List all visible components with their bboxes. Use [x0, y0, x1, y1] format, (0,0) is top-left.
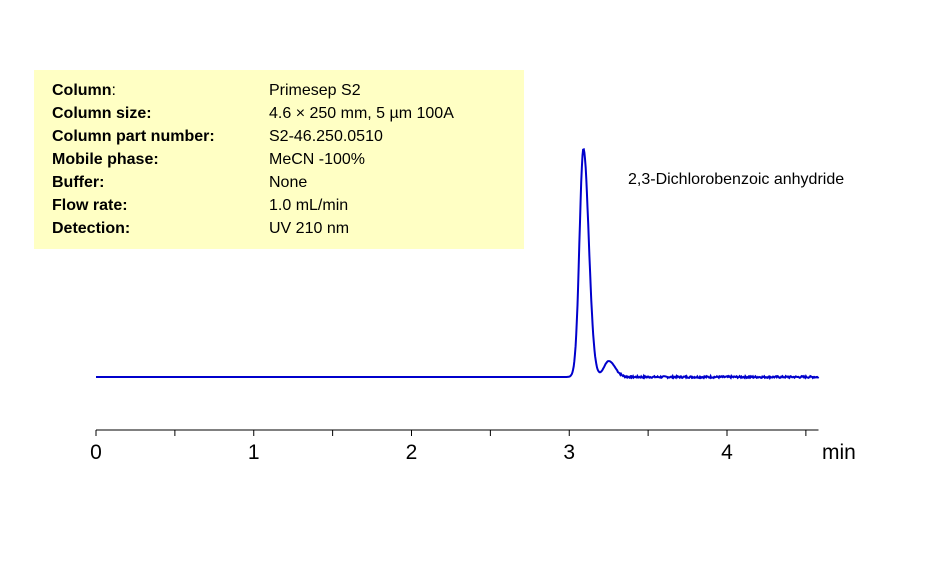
info-value: None	[269, 174, 308, 191]
chromatogram-trace	[96, 147, 820, 381]
x-tick-label: 2	[406, 441, 418, 464]
x-axis: 0 1 2 3 4	[90, 429, 819, 464]
x-axis-label: min	[822, 441, 856, 464]
x-tick-label: 0	[90, 441, 102, 464]
info-label: Mobile phase:	[52, 151, 159, 168]
info-value: 1.0 mL/min	[269, 197, 349, 214]
info-value: S2-46.250.0510	[269, 128, 383, 145]
info-value: 4.6 × 250 mm, 5 µm 100A	[269, 105, 454, 122]
info-label: Detection:	[52, 220, 131, 237]
info-value: UV 210 nm	[269, 220, 350, 237]
info-label: Column part number:	[52, 128, 215, 145]
peak-label: 2,3-Dichlorobenzoic anhydride	[628, 171, 844, 188]
info-label-suffix: :	[111, 82, 116, 99]
info-label: Column size:	[52, 105, 152, 122]
x-tick-label: 4	[721, 441, 733, 464]
info-label: Flow rate:	[52, 197, 128, 214]
x-tick-label: 1	[248, 441, 260, 464]
info-label: Column	[52, 82, 112, 99]
info-value: Primesep S2	[269, 82, 361, 99]
x-tick-label: 3	[563, 441, 575, 464]
info-value: MeCN -100%	[269, 151, 366, 168]
info-label: Buffer:	[52, 174, 105, 191]
conditions-box: Column: Primesep S2 Column size: 4.6 × 250…	[34, 70, 524, 249]
